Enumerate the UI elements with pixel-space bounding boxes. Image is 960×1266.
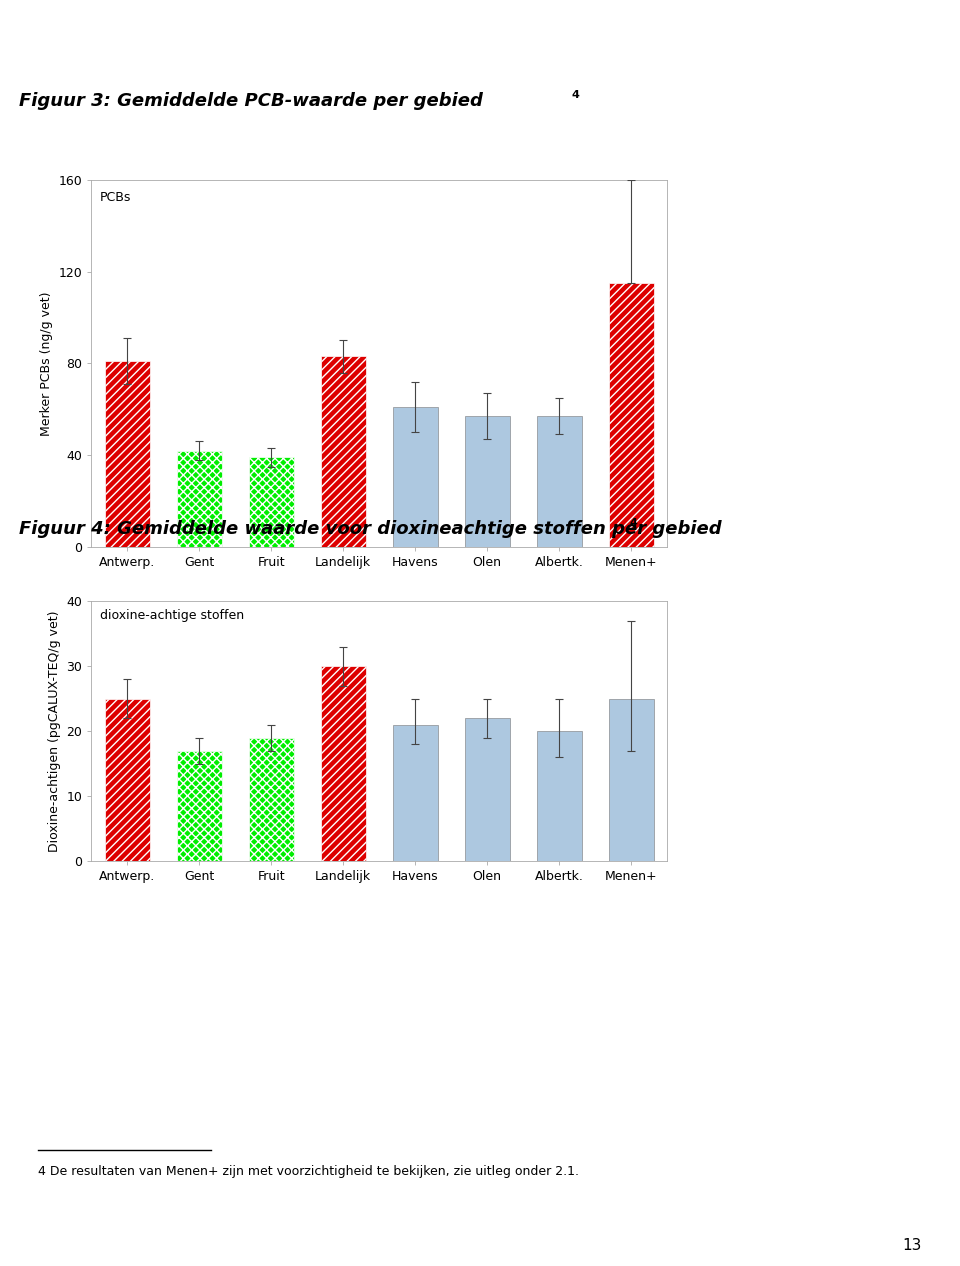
Bar: [105, 361, 150, 547]
Bar: [537, 732, 582, 861]
Bar: [177, 451, 222, 547]
Bar: [609, 284, 654, 547]
Text: Figuur 4: Gemiddelde waarde voor dioxineachtige stoffen per gebied: Figuur 4: Gemiddelde waarde voor dioxine…: [19, 520, 728, 538]
Text: Figuur 3: Gemiddelde PCB-waarde per gebied: Figuur 3: Gemiddelde PCB-waarde per gebi…: [19, 92, 490, 110]
Text: 13: 13: [902, 1238, 922, 1253]
Text: dioxine-achtige stoffen: dioxine-achtige stoffen: [100, 609, 244, 622]
Bar: [177, 751, 222, 861]
Bar: [393, 406, 438, 547]
Text: PCBs: PCBs: [100, 191, 132, 204]
Bar: [321, 666, 366, 861]
Bar: [249, 738, 294, 861]
Bar: [321, 357, 366, 547]
Bar: [465, 718, 510, 861]
Bar: [465, 417, 510, 547]
Text: 4: 4: [630, 518, 637, 528]
Bar: [249, 457, 294, 547]
Text: 4: 4: [571, 90, 579, 100]
Y-axis label: Dioxine-achtigen (pgCALUX-TEQ/g vet): Dioxine-achtigen (pgCALUX-TEQ/g vet): [48, 610, 60, 852]
Text: 4 De resultaten van Menen+ zijn met voorzichtigheid te bekijken, zie uitleg onde: 4 De resultaten van Menen+ zijn met voor…: [38, 1165, 580, 1177]
Y-axis label: Merker PCBs (ng/g vet): Merker PCBs (ng/g vet): [40, 291, 53, 436]
Bar: [393, 724, 438, 861]
Bar: [609, 699, 654, 861]
Bar: [105, 699, 150, 861]
Bar: [537, 417, 582, 547]
